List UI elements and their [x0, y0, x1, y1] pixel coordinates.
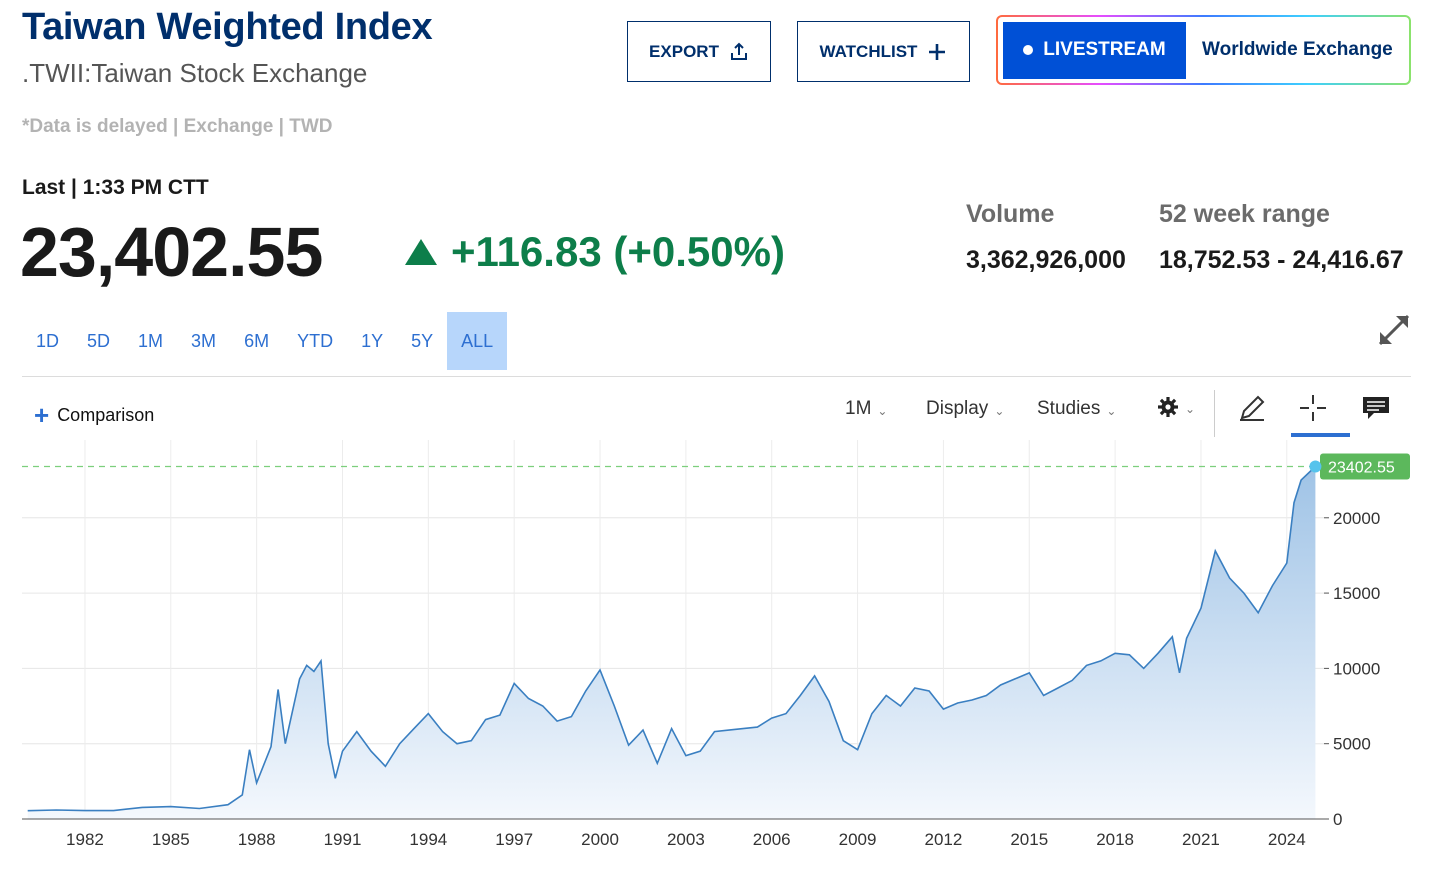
page-title: Taiwan Weighted Index [22, 6, 433, 48]
studies-dropdown[interactable]: Studies ⌄ [1037, 398, 1116, 420]
range-selector: 1D 5D 1M 3M 6M YTD 1Y 5Y ALL [22, 312, 508, 370]
last-value-label: 23402.55 [1328, 460, 1395, 477]
last-price: 23,402.55 [20, 213, 323, 291]
price-change-value: +116.83 (+0.50%) [451, 228, 785, 275]
week-range-label: 52 week range [1159, 200, 1330, 228]
export-button[interactable]: EXPORT [627, 21, 771, 82]
live-dot-icon [1023, 45, 1034, 55]
y-tick-label-4: 20000 [1333, 509, 1380, 528]
expand-icon[interactable] [1374, 310, 1414, 350]
price-line [27, 465, 1316, 812]
plus-icon [929, 43, 946, 60]
worldwide-exchange-link[interactable]: Worldwide Exchange [1202, 39, 1393, 60]
interval-dropdown[interactable]: 1M ⌄ [845, 398, 887, 420]
chevron-down-icon: ⌄ [1185, 402, 1196, 416]
crosshair-active-indicator [1291, 433, 1350, 437]
y-tick-label-3: 15000 [1333, 584, 1380, 603]
x-tick-label-5: 1997 [495, 830, 533, 849]
livestream-panel-inner: LIVESTREAM Worldwide Exchange [998, 17, 1409, 83]
chevron-down-icon: ⌄ [877, 404, 888, 418]
x-tick-label-13: 2021 [1182, 830, 1220, 849]
last-trade-time: Last | 1:33 PM CTT [22, 176, 209, 199]
x-axis-ticks: 1982 1985 1988 1991 1994 1997 2000 2003 2006 2009… [66, 830, 1306, 849]
share-icon [730, 42, 747, 60]
y-axis-ticks: 0 5000 10000 15000 20000 [1324, 509, 1380, 829]
y-tick-label-2: 10000 [1333, 659, 1380, 678]
comment-icon[interactable] [1360, 392, 1392, 424]
x-tick-label-14: 2024 [1268, 830, 1306, 849]
data-delayed-note: *Data is delayed | Exchange | TWD [22, 116, 333, 137]
price-change: +116.83 (+0.50%) [405, 228, 785, 276]
range-all[interactable]: ALL [447, 312, 508, 370]
last-value-tag: 23402.55 [1309, 453, 1410, 480]
x-tick-label-3: 1991 [324, 830, 362, 849]
up-arrow-icon [405, 239, 437, 265]
livestream-button[interactable]: LIVESTREAM [1003, 21, 1186, 79]
x-tick-label-1: 1985 [152, 830, 190, 849]
display-dropdown[interactable]: Display ⌄ [926, 398, 1004, 420]
toolbar-separator [1214, 390, 1215, 437]
x-tick-label-4: 1994 [409, 830, 447, 849]
x-tick-label-8: 2006 [753, 830, 791, 849]
volume-label: Volume [966, 200, 1055, 228]
x-tick-label-10: 2012 [925, 830, 963, 849]
export-label: EXPORT [649, 41, 719, 61]
volume-value: 3,362,926,000 [966, 246, 1126, 274]
interval-label: 1M [845, 398, 872, 419]
week-range-value: 18,752.53 - 24,416.67 [1159, 246, 1404, 274]
exchange-subtitle: .TWII:Taiwan Stock Exchange [22, 58, 368, 88]
x-tick-label-6: 2000 [581, 830, 619, 849]
x-tick-label-9: 2009 [839, 830, 877, 849]
chevron-down-icon: ⌄ [994, 404, 1005, 418]
section-divider [22, 376, 1411, 377]
pencil-icon[interactable] [1236, 392, 1268, 424]
x-tick-label-0: 1982 [66, 830, 104, 849]
watchlist-label: WATCHLIST [819, 41, 918, 61]
display-label: Display [926, 398, 989, 419]
range-1d[interactable]: 1D [36, 330, 60, 351]
range-5d[interactable]: 5D [87, 330, 111, 351]
range-3m[interactable]: 3M [191, 330, 217, 351]
range-1y[interactable]: 1Y [361, 330, 384, 351]
plus-icon: + [34, 400, 50, 430]
x-tick-label-7: 2003 [667, 830, 705, 849]
range-6m[interactable]: 6M [244, 330, 270, 351]
price-area-fill [27, 466, 1316, 819]
range-1m[interactable]: 1M [138, 330, 164, 351]
x-tick-label-11: 2015 [1010, 830, 1048, 849]
range-5y[interactable]: 5Y [411, 330, 434, 351]
x-tick-label-2: 1988 [238, 830, 276, 849]
gear-icon [1158, 397, 1178, 417]
y-tick-label-1: 5000 [1333, 735, 1371, 754]
comparison-button[interactable]: + Comparison [34, 402, 154, 428]
comparison-label: Comparison [57, 404, 155, 425]
livestream-label: LIVESTREAM [1043, 39, 1166, 60]
settings-dropdown[interactable]: ⌄ [1157, 396, 1195, 418]
price-chart[interactable]: 0 5000 10000 15000 20000 1982 1985 1988 1991 199… [0, 440, 1420, 880]
livestream-panel: LIVESTREAM Worldwide Exchange [996, 15, 1411, 85]
crosshair-icon[interactable] [1297, 392, 1329, 424]
studies-label: Studies [1037, 398, 1101, 419]
range-ytd[interactable]: YTD [297, 330, 334, 351]
y-tick-label-0: 0 [1333, 810, 1342, 829]
chevron-down-icon: ⌄ [1106, 404, 1117, 418]
watchlist-button[interactable]: WATCHLIST [797, 21, 970, 82]
x-tick-label-12: 2018 [1096, 830, 1134, 849]
